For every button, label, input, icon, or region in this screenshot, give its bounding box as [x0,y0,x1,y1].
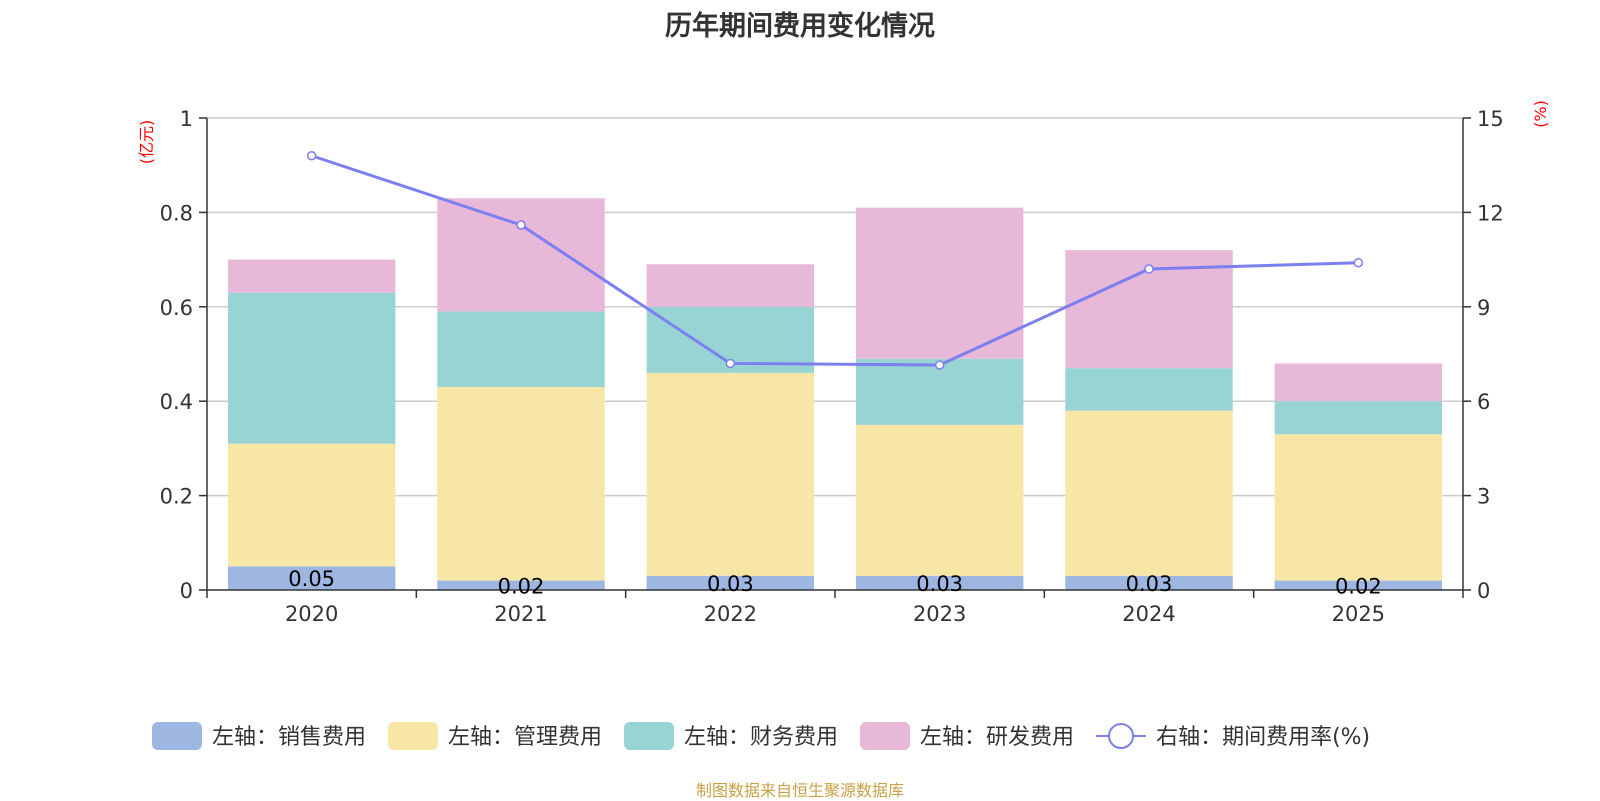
rate-point-2025[interactable] [1353,257,1364,268]
rate-point-2022[interactable] [725,358,736,369]
bar-segment-1-2023[interactable] [855,575,1024,590]
bar-segment-2-2020[interactable] [227,443,396,567]
legend-label: 右轴：期间费用率(%) [1156,725,1370,750]
bar-segment-3-2024[interactable] [1065,368,1233,411]
data-label-2023: 0.03 [916,572,963,596]
legend-item-1[interactable]: 左轴：销售费用 [152,722,366,750]
left-axis-unit: (亿元) [137,120,156,165]
legend-swatch [624,722,675,750]
data-label-2024: 0.03 [1126,572,1173,596]
left-axis-tick-label: 0 [180,579,193,603]
rate-point-2024[interactable] [1144,264,1154,274]
chart-title: 历年期间费用变化情况 [665,11,935,42]
x-axis-label: 2020 [285,602,338,626]
x-axis-label: 2022 [704,602,757,626]
right-axis-tick-label: 0 [1477,579,1490,603]
bar-segment-2-2025[interactable] [1274,434,1443,581]
legend-label: 左轴：销售费用 [212,725,366,750]
legend-label: 左轴：财务费用 [684,725,838,750]
right-axis-tick-label: 3 [1477,485,1490,509]
left-axis-tick-label: 0.6 [160,296,193,320]
bar-segment-3-2020[interactable] [227,292,396,444]
legend-item-5[interactable]: 右轴：期间费用率(%) [1096,723,1370,750]
grid-lines [207,117,1463,497]
legend-item-2[interactable]: 左轴：管理费用 [388,722,602,750]
left-axis-tick-label: 0.2 [160,485,193,509]
legend-item-3[interactable]: 左轴：财务费用 [624,722,838,750]
bar-segment-3-2021[interactable] [437,311,605,388]
data-label-2020: 0.05 [288,567,335,591]
x-axis-label: 2021 [494,602,547,626]
bar-segment-2-2022[interactable] [646,372,815,576]
legend-label: 左轴：管理费用 [448,725,602,750]
left-axis-tick-label: 0.4 [160,390,193,414]
legend-label: 左轴：研发费用 [920,725,1074,750]
right-axis-tick-label: 15 [1477,107,1504,131]
data-label-2025: 0.02 [1335,574,1382,598]
x-axis-label: 2025 [1332,602,1385,626]
bar-segment-4-2025[interactable] [1274,363,1443,402]
bar-segment-2-2021[interactable] [437,387,605,581]
rate-line-path [311,154,1359,367]
bar-segment-4-2023[interactable] [855,207,1024,359]
right-axis-tick-label: 6 [1477,390,1490,414]
rate-point-2023[interactable] [934,360,945,370]
x-axis-label: 2024 [1122,602,1175,626]
left-axis-tick-label: 1 [180,107,193,131]
bar-segment-2-2023[interactable] [855,424,1024,576]
left-axis-tick-label: 0.8 [160,201,193,225]
legend-item-4[interactable]: 左轴：研发费用 [860,722,1074,750]
data-label-2021: 0.02 [498,574,545,598]
bar-segment-4-2022[interactable] [646,264,815,307]
bar-segment-2-2024[interactable] [1065,410,1233,576]
bar-segment-1-2021[interactable] [437,580,605,590]
bar-segment-4-2020[interactable] [227,259,396,293]
data-labels: 0.05 0.02 0.03 0.03 0.03 0.02 [288,567,1381,598]
bar-segment-4-2021[interactable] [437,198,605,312]
data-source-note: 制图数据来自恒生聚源数据库 [695,781,904,800]
rate-line [306,151,1364,370]
legend[interactable]: 左轴：销售费用 左轴：管理费用 左轴：财务费用 左轴：研发费用 右轴：期间费用率(%) [152,722,1370,750]
bars [227,198,1443,590]
right-axis-unit: (%) [1531,100,1550,128]
bar-segment-1-2025[interactable] [1274,580,1443,590]
right-axis-tick-label: 9 [1477,296,1490,320]
axes: 0 0.2 0.4 0.6 0.8 1 0 3 6 9 12 15 2020 2021 2022 2023 20… [137,100,1550,626]
data-label-2022: 0.03 [707,572,754,596]
legend-swatch-marker [1108,723,1135,749]
rate-point-2021[interactable] [516,220,526,230]
rate-point-2020[interactable] [306,151,317,161]
bar-segment-1-2022[interactable] [646,575,815,590]
bar-segment-3-2025[interactable] [1274,401,1443,435]
x-axis-label: 2023 [913,602,966,626]
right-axis-tick-label: 12 [1477,201,1504,225]
legend-swatch [388,722,439,750]
legend-swatch [152,722,202,750]
bar-segment-1-2024[interactable] [1065,575,1233,590]
legend-swatch [860,722,911,750]
bar-segment-1-2020[interactable] [227,566,396,590]
